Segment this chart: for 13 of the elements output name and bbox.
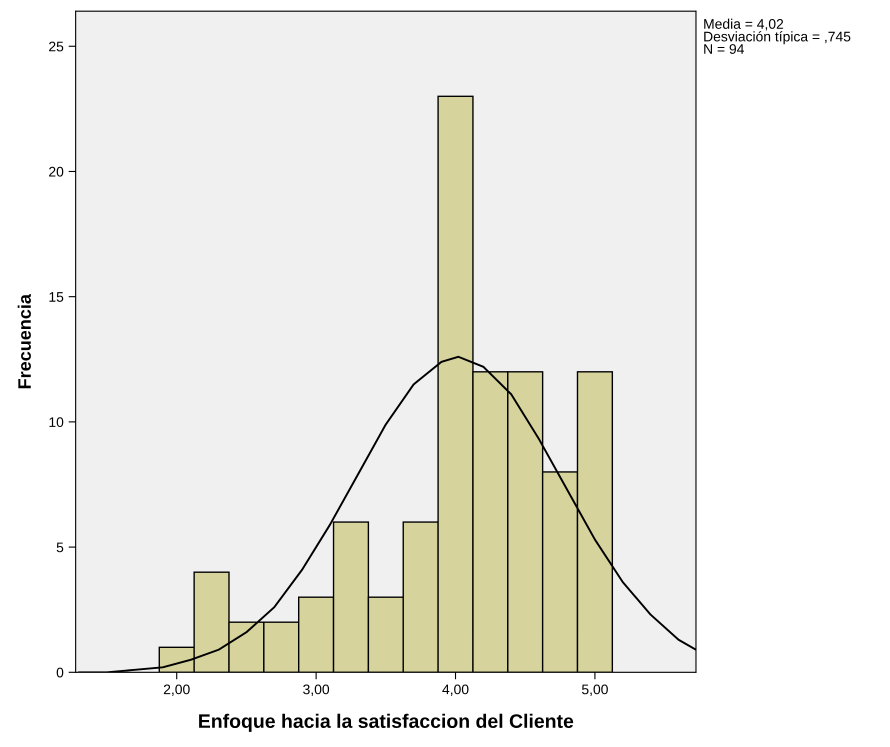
y-tick-label: 25 (49, 42, 64, 52)
text: Media = 4,02 Desviación típica = ,745 N = 94 (704, 18, 850, 54)
x-tick-label: 5,00 (582, 684, 608, 696)
x-tick-label: 2,00 (164, 684, 190, 696)
x-axis-title: Enfoque hacia la satisfaccion del Cliente (199, 714, 574, 732)
y-tick-label: 10 (49, 417, 64, 428)
y-tick-label: 0 (56, 668, 64, 678)
x-tick-label: 3,00 (303, 684, 330, 696)
y-tick-label: 15 (49, 292, 64, 302)
y-tick-label: 5 (56, 542, 64, 552)
x-tick-label: 4,00 (442, 684, 468, 696)
y-axis-title: Frecuencia (18, 294, 31, 388)
y-tick-label: 20 (49, 166, 64, 177)
